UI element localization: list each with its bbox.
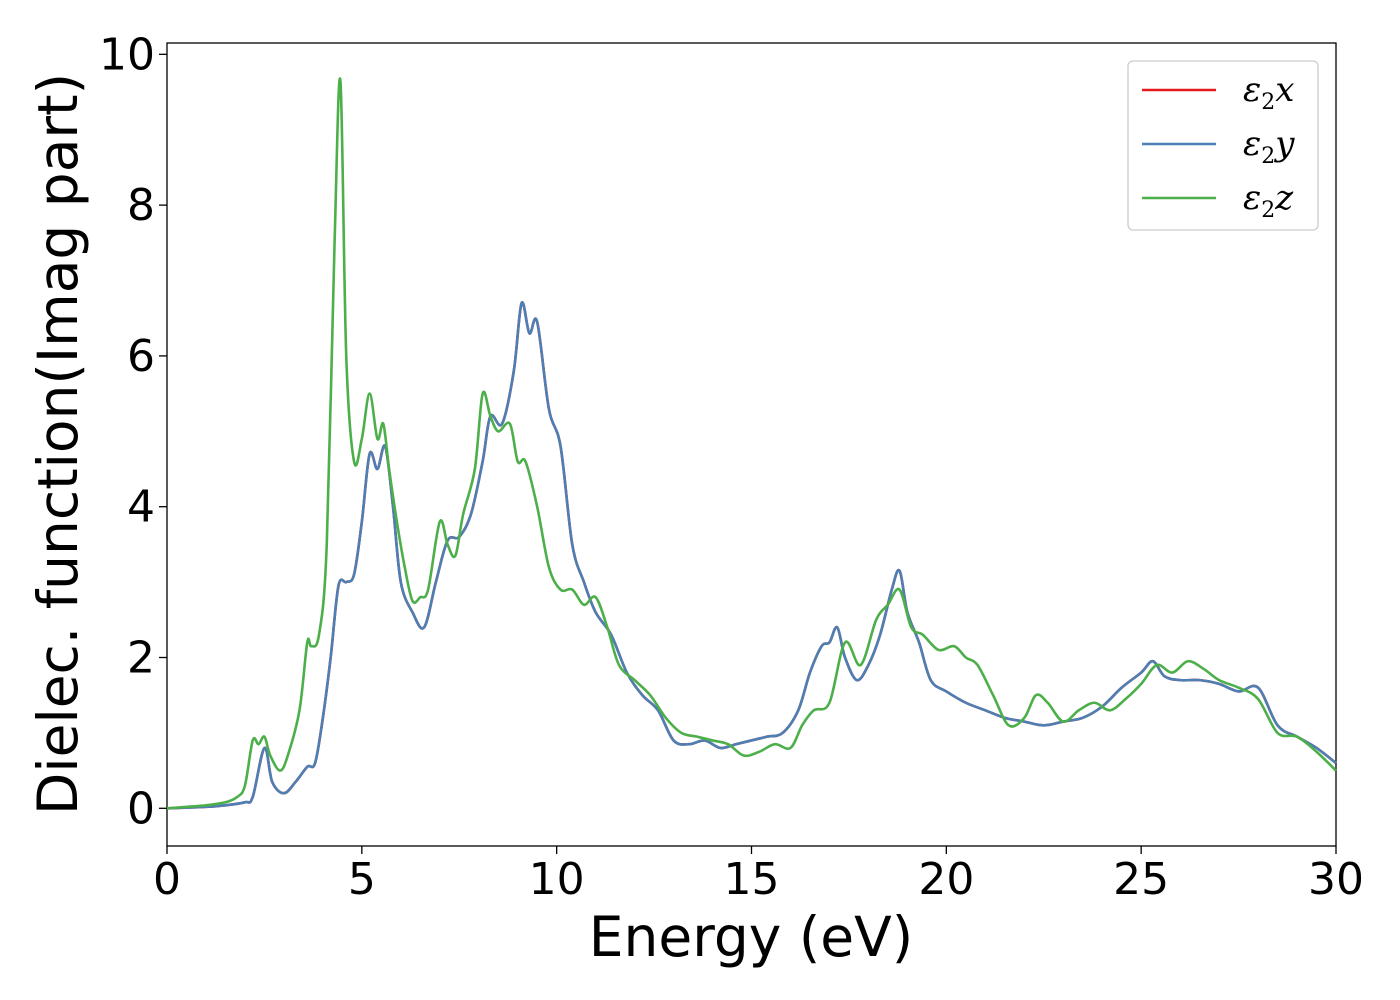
x-tick-label: 5: [348, 854, 376, 905]
y-tick-label: 4: [127, 482, 155, 533]
legend-box: [1127, 60, 1319, 231]
legend: ε2x ε2y ε2z: [1127, 60, 1319, 231]
x-tick-label: 0: [153, 854, 181, 905]
y-axis-title: Dielec. function(Imag part): [26, 73, 90, 815]
legend-label-y: ε2y: [1243, 124, 1295, 169]
x-tick-label: 25: [1113, 854, 1169, 905]
y-tick-label: 2: [127, 633, 155, 684]
x-axis-title: Energy (eV): [589, 905, 913, 969]
x-tick-label: 10: [529, 854, 585, 905]
x-tick-label: 30: [1308, 854, 1364, 905]
y-axis-ticks: 0 2 4 6 8 10: [99, 29, 167, 834]
series-line-y: [166, 301, 1337, 810]
legend-label-x: ε2x: [1243, 70, 1294, 115]
y-tick-label: 6: [127, 331, 155, 382]
x-tick-label: 20: [918, 854, 974, 905]
y-tick-label: 8: [127, 180, 155, 231]
series-line-z: [166, 77, 1337, 810]
x-axis-ticks: 0 5 10 15 20 25 30: [153, 846, 1364, 905]
y-tick-label: 0: [127, 783, 155, 834]
y-tick-label: 10: [99, 29, 155, 80]
legend-label-z: ε2z: [1243, 178, 1294, 223]
x-tick-label: 15: [724, 854, 780, 905]
legend-items: ε2x ε2y ε2z: [1142, 70, 1295, 223]
series-group: [166, 77, 1337, 810]
